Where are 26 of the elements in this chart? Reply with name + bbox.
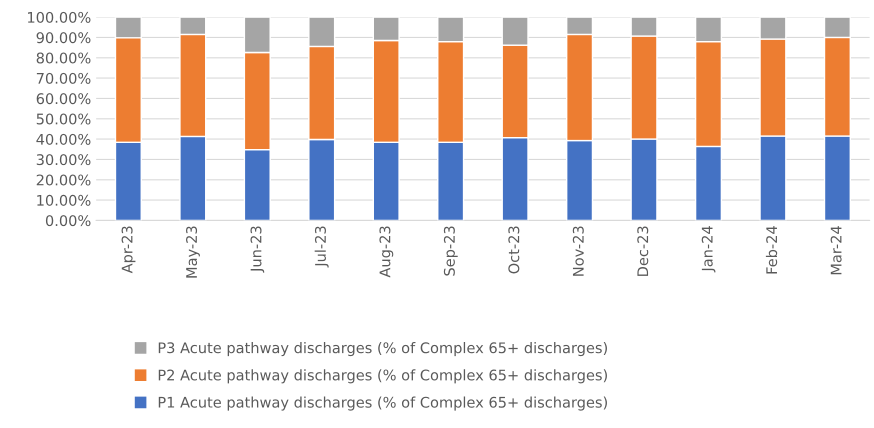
legend-label: P1 Acute pathway discharges (% of Complex 65+ discharges) (158, 396, 607, 411)
legend-label: P2 Acute pathway discharges (% of Complex 65+ discharges) (158, 369, 607, 384)
x-tick-label: Jun-23 (250, 226, 264, 273)
y-tick-label: 20.00% (36, 174, 90, 186)
y-tick-label: 60.00% (36, 93, 90, 104)
y-tick-label: 90.00% (36, 32, 90, 44)
y-tick-label: 100.00% (28, 12, 90, 23)
x-tick-label: Apr-23 (122, 226, 136, 274)
y-tick-label: 50.00% (36, 113, 90, 125)
x-tick-label: Jul-23 (314, 226, 329, 268)
x-tick-label: Nov-23 (572, 226, 584, 276)
x-tick-label: Jan-24 (702, 226, 716, 272)
y-tick-label: 30.00% (36, 154, 90, 166)
y-tick-label: 0.00% (46, 215, 90, 226)
x-tick-label: Mar-24 (830, 226, 842, 274)
x-tick-label: Oct-23 (508, 226, 520, 274)
legend-label: P3 Acute pathway discharges (% of Complex 65+ discharges) (158, 342, 607, 356)
x-tick-label: Sep-23 (444, 226, 458, 276)
x-tick-label: Feb-24 (766, 226, 778, 274)
y-tick-label: 80.00% (36, 52, 90, 64)
y-tick-label: 10.00% (37, 194, 90, 206)
x-tick-label: Aug-23 (379, 226, 394, 278)
x-tick-label: Dec-23 (637, 226, 648, 276)
y-tick-label: 70.00% (36, 72, 90, 84)
y-tick-label: 40.00% (36, 134, 90, 145)
x-tick-label: May-23 (186, 226, 200, 278)
